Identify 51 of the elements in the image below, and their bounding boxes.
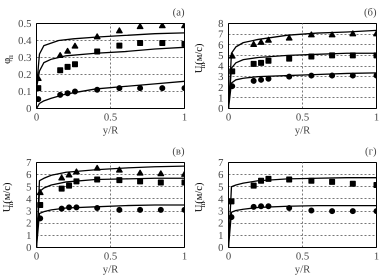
x-tick-label: 0.5 — [296, 112, 310, 124]
y-tick-label: 0 — [26, 243, 32, 254]
x-tick-label: 0.5 — [104, 112, 118, 124]
chart-title: (г) — [365, 146, 377, 158]
y-tick-label: 0 — [218, 104, 224, 115]
y-tick-label: 4 — [26, 194, 32, 206]
y-tick-label: 0.2 — [18, 70, 32, 81]
x-tick-label: 0.5 — [104, 252, 118, 262]
y-tick-label: 1 — [26, 230, 32, 242]
y-tick-label: 0.1 — [18, 87, 32, 98]
x-tick-label: 0.5 — [296, 252, 310, 262]
y-tick-label: 2 — [218, 82, 224, 94]
y-tick-label: 6 — [26, 170, 32, 182]
y-tick-label: 1 — [218, 93, 224, 104]
y-tick-label: 0.5 — [18, 19, 32, 30]
x-tick-label: 0 — [226, 252, 232, 262]
y-tick-label: 5 — [218, 182, 224, 194]
x-axis-title: y/R — [102, 264, 120, 276]
y-tick-label: 7 — [26, 158, 32, 169]
y-tick-label: 3 — [218, 72, 224, 84]
y-tick-label: 6 — [218, 40, 224, 52]
x-axis-title: y/R — [102, 126, 120, 136]
x-tick-label: 0 — [226, 112, 232, 124]
x-tick-label: 1 — [374, 252, 380, 262]
x-tick-label: 0 — [34, 252, 40, 262]
y-tick-label: 0 — [218, 243, 224, 254]
y-tick-label: 4 — [218, 194, 224, 206]
y-tick-label: 3 — [26, 206, 32, 218]
y-tick-label: 7 — [218, 30, 224, 41]
x-tick-label: 1 — [374, 112, 380, 124]
y-tick-label: 0.3 — [18, 53, 32, 64]
y-tick-label: 3 — [218, 206, 224, 218]
x-tick-label: 0 — [34, 112, 40, 124]
chart-title: (б) — [364, 8, 377, 18]
chart-title: (а) — [172, 8, 185, 18]
y-tick-label: 0 — [26, 104, 32, 115]
y-tick-label: 6 — [218, 170, 224, 182]
y-tick-label: 5 — [26, 182, 32, 194]
y-tick-label: 0.4 — [18, 36, 32, 47]
y-tick-label: 7 — [218, 158, 224, 169]
chart-title: (в) — [172, 146, 185, 158]
y-tick-label: 5 — [218, 50, 224, 62]
x-tick-label: 1 — [182, 252, 188, 262]
y-tick-label: 2 — [218, 218, 224, 230]
x-axis-title: y/R — [294, 264, 312, 276]
y-tick-label: 2 — [26, 218, 32, 230]
y-tick-label: 4 — [218, 62, 224, 72]
x-axis-title: y/R — [294, 126, 312, 136]
x-tick-label: 1 — [182, 112, 188, 124]
y-tick-label: 8 — [218, 19, 224, 30]
y-tick-label: 1 — [218, 230, 224, 242]
